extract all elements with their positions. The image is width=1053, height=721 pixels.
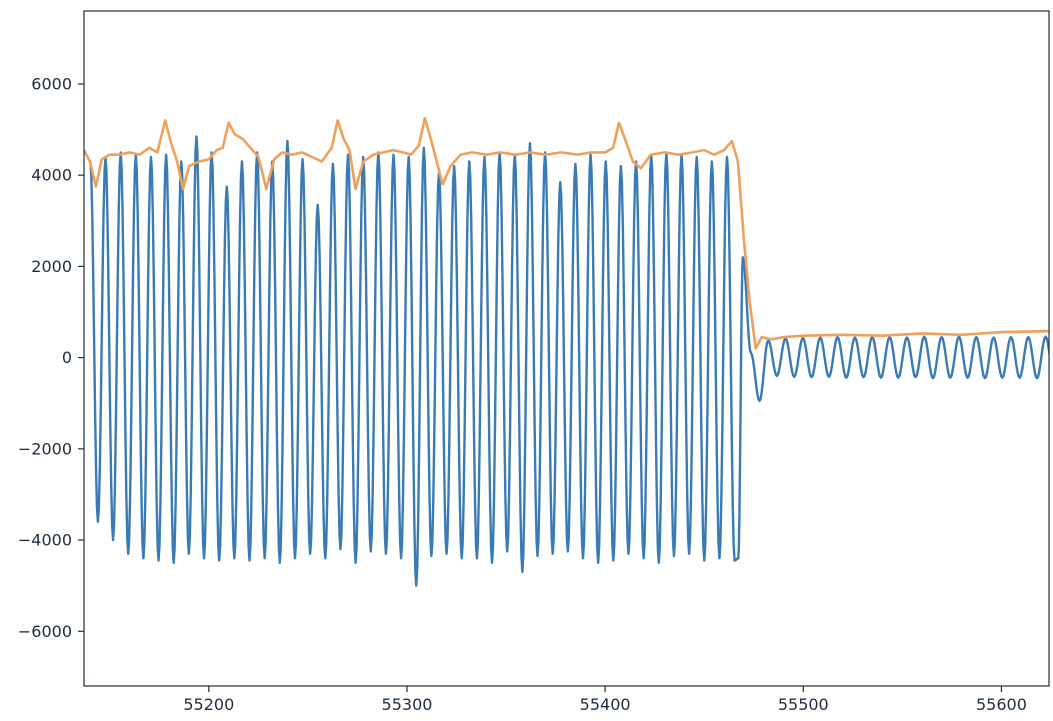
x-tick-label: 55500 — [778, 695, 829, 714]
x-axis: 55200 55300 55400 55500 55600 — [183, 686, 1027, 714]
y-tick-label: 0 — [62, 348, 72, 367]
y-tick-label: −2000 — [18, 439, 72, 458]
x-tick-label: 55200 — [183, 695, 234, 714]
x-tick-label: 55400 — [580, 695, 631, 714]
y-tick-label: 4000 — [31, 166, 72, 185]
envelope-series-line — [84, 116, 1049, 350]
y-tick-label: −6000 — [18, 622, 72, 641]
y-axis: −6000 −4000 −2000 0 2000 4000 6000 — [18, 74, 84, 641]
x-tick-label: 55300 — [382, 695, 433, 714]
y-tick-label: 6000 — [31, 74, 72, 93]
y-tick-label: −4000 — [18, 531, 72, 550]
plot-frame — [83, 10, 1050, 687]
y-tick-label: 2000 — [31, 257, 72, 276]
x-tick-label: 55600 — [976, 695, 1027, 714]
series-layer — [84, 116, 1049, 587]
signal-series-line — [89, 135, 1049, 587]
